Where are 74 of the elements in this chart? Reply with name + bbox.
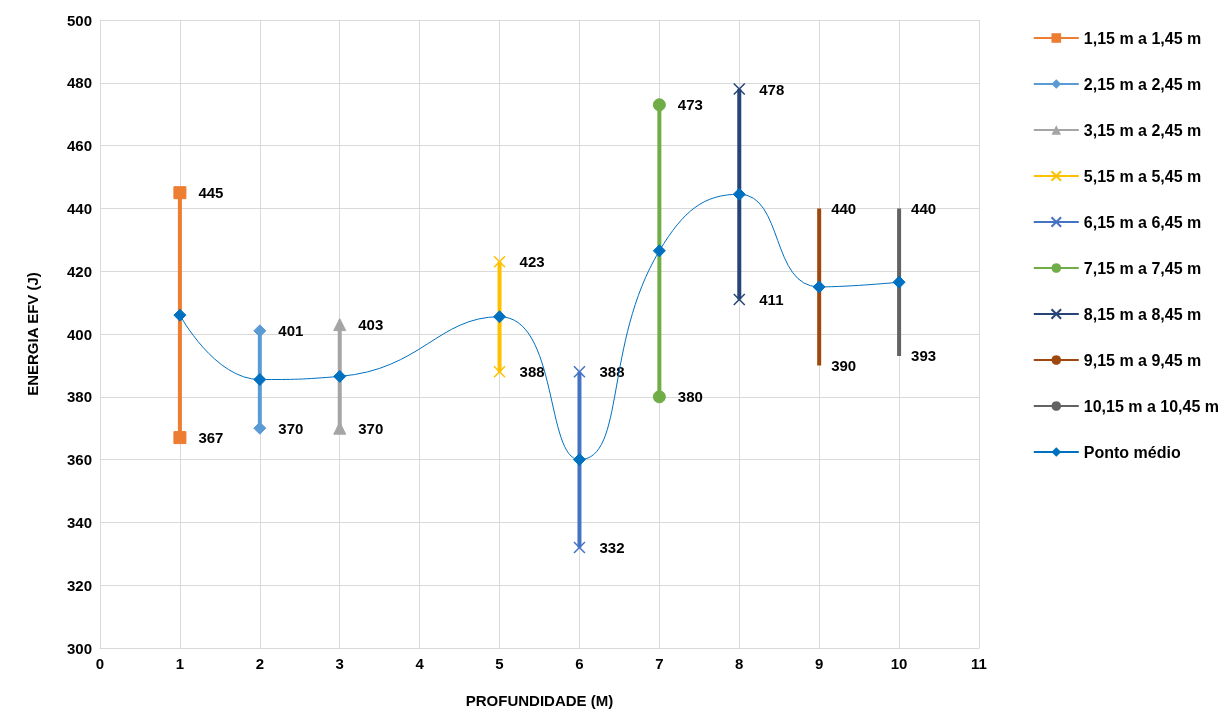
- legend-label: 1,15 m a 1,45 m: [1083, 29, 1202, 47]
- legend-label: 8,15 m a 8,45 m: [1083, 305, 1202, 323]
- y-tick-label: 440: [66, 199, 92, 217]
- legend-label: 6,15 m a 6,45 m: [1083, 213, 1202, 231]
- x-tick-label: 5: [495, 655, 504, 672]
- point: [732, 187, 746, 201]
- y-tick-label: 300: [66, 639, 92, 657]
- point: [493, 365, 506, 378]
- x-tick-label: 1: [175, 655, 185, 672]
- y-tick-label: 420: [66, 262, 92, 280]
- point: [573, 541, 586, 554]
- data-label: 440: [831, 199, 857, 217]
- point: [572, 453, 586, 467]
- data-label: 332: [599, 539, 625, 557]
- x-tick-label: 8: [735, 655, 744, 672]
- data-label: 380: [677, 388, 703, 406]
- y-tick-label: 480: [66, 74, 92, 92]
- legend-label: 5,15 m a 5,45 m: [1083, 167, 1202, 185]
- legend-label: 3,15 m a 2,45 m: [1083, 121, 1202, 139]
- point: [173, 431, 187, 445]
- data-label: 473: [677, 96, 703, 114]
- point: [173, 308, 187, 322]
- x-tick-label: 2: [255, 655, 264, 672]
- y-axis-title: ENERGIA EFV (J): [24, 272, 41, 396]
- data-label: 370: [358, 419, 384, 437]
- x-tick-label: 6: [575, 655, 584, 672]
- y-tick-label: 400: [66, 325, 92, 343]
- x-tick-label: 3: [335, 655, 344, 672]
- point: [253, 421, 267, 435]
- x-axis-title: PROFUNDIDADE (M): [465, 692, 614, 709]
- point: [733, 293, 746, 306]
- legend-label: 7,15 m a 7,45 m: [1083, 259, 1202, 277]
- x-tick-label: 11: [971, 655, 987, 672]
- point: [333, 369, 347, 383]
- point: [493, 255, 506, 269]
- data-label: 401: [278, 322, 304, 340]
- data-label: 393: [911, 347, 937, 365]
- legend-label: 2,15 m a 2,45 m: [1083, 75, 1202, 93]
- point: [733, 82, 746, 96]
- point: [253, 373, 267, 387]
- y-tick-label: 360: [66, 451, 92, 469]
- point: [173, 186, 187, 200]
- point: [493, 310, 507, 324]
- point: [652, 244, 666, 258]
- data-label: 367: [198, 429, 224, 447]
- y-tick-label: 460: [66, 137, 92, 155]
- y-tick-label: 500: [66, 11, 92, 29]
- point: [812, 280, 826, 294]
- data-label: 403: [358, 316, 384, 334]
- legend-label: 9,15 m a 9,45 m: [1083, 351, 1202, 369]
- data-label: 440: [911, 199, 937, 217]
- data-label: 388: [599, 363, 625, 381]
- legend-label: 10,15 m a 10,45 m: [1083, 397, 1220, 415]
- data-label: 423: [519, 253, 545, 271]
- data-label: 411: [759, 290, 784, 308]
- y-tick-label: 340: [66, 513, 92, 531]
- y-tick-label: 320: [66, 576, 92, 594]
- point: [892, 275, 906, 289]
- x-tick-label: 4: [415, 655, 425, 672]
- data-label: 445: [198, 184, 224, 202]
- y-tick-label: 380: [66, 388, 92, 406]
- point: [652, 390, 666, 404]
- data-label: 388: [519, 363, 545, 381]
- x-tick-label: 10: [890, 655, 908, 672]
- x-tick-label: 0: [95, 655, 105, 672]
- point: [573, 365, 586, 378]
- data-label: 370: [278, 419, 304, 437]
- x-tick-label: 7: [655, 655, 664, 672]
- legend-label: Ponto médio: [1083, 443, 1181, 461]
- point: [652, 98, 666, 112]
- data-label: 390: [831, 356, 857, 374]
- x-tick-label: 9: [815, 655, 824, 672]
- point: [253, 324, 267, 338]
- data-label: 478: [759, 80, 785, 98]
